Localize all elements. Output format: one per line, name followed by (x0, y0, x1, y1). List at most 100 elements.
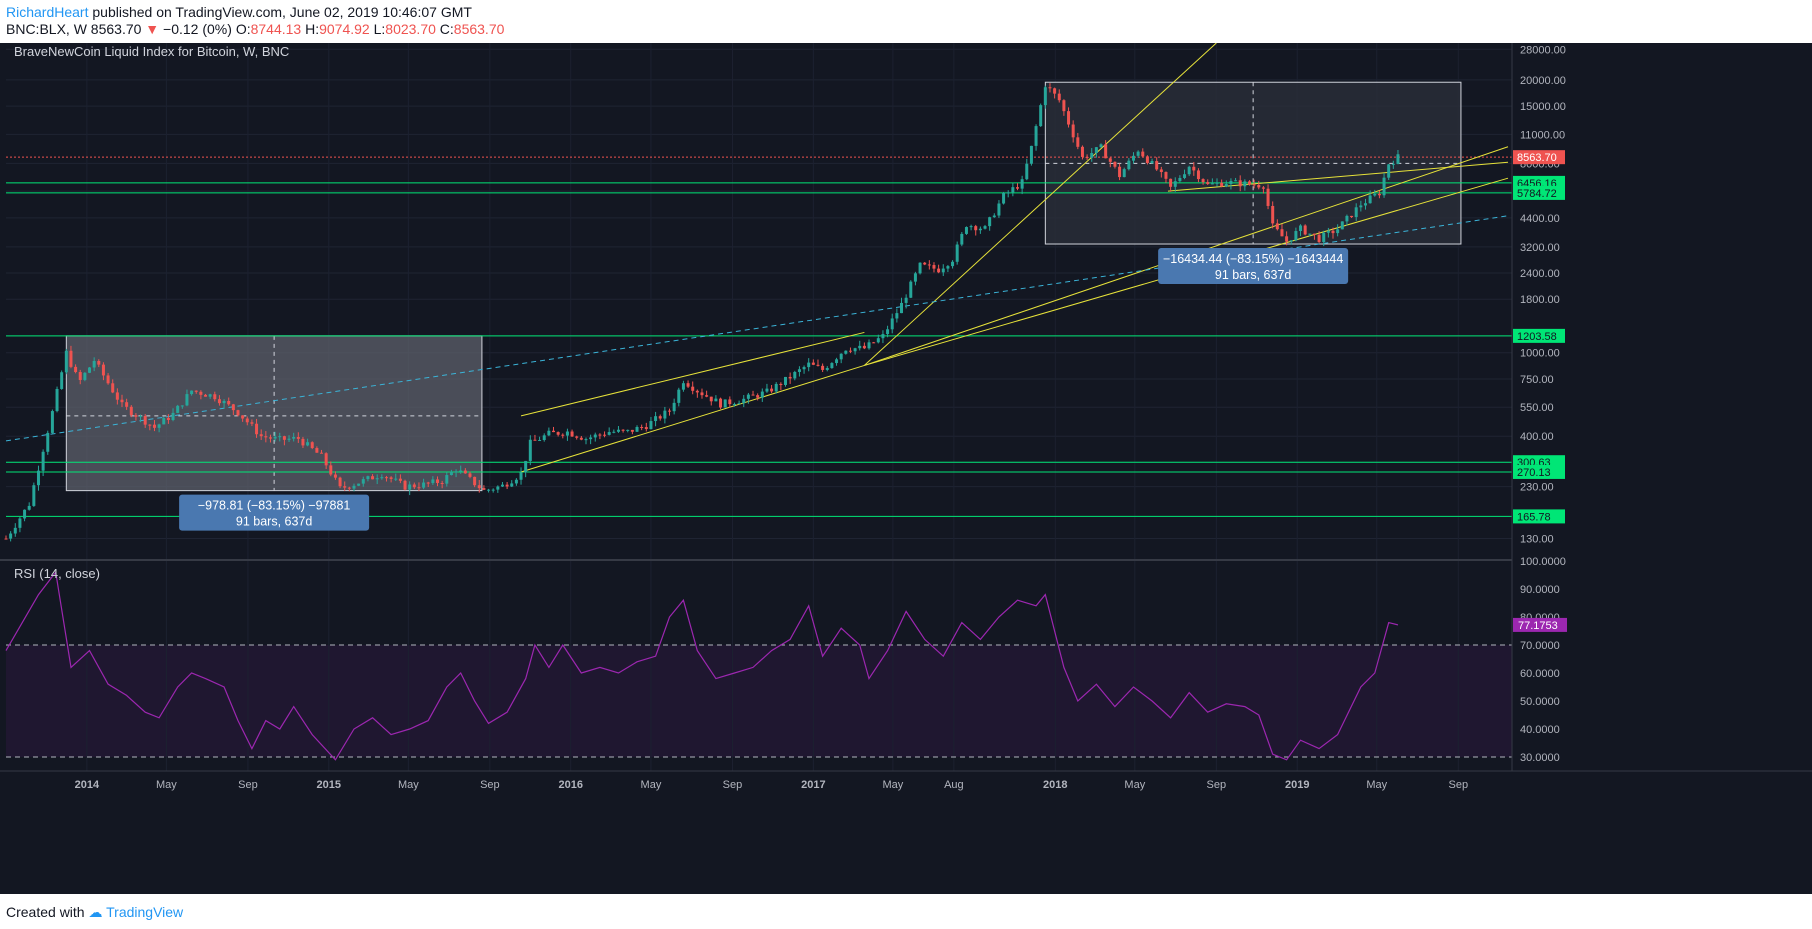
candle-body-81 (380, 477, 384, 479)
price-label-2: 5784.72 (1517, 188, 1557, 200)
measure-label-bars-1: 91 bars, 637d (1215, 268, 1291, 282)
candle-body-86 (403, 480, 407, 490)
candle-body-10 (50, 411, 54, 433)
close-label: C: (439, 21, 454, 37)
candle-body-74 (347, 487, 351, 489)
candle-body-152 (709, 396, 713, 402)
candle-body-113 (528, 439, 532, 461)
chart-header: RichardHeart published on TradingView.co… (0, 0, 1812, 43)
candle-body-170 (793, 371, 797, 379)
candle-body-172 (802, 367, 806, 370)
candle-body-131 (612, 431, 616, 433)
candle-body-188 (876, 338, 880, 343)
chart-canvas[interactable]: 130.00230.00300.00400.00550.00750.001000… (0, 43, 1812, 894)
candle-body-264 (1229, 180, 1233, 185)
open-label: O: (235, 21, 251, 37)
candle-body-292 (1359, 205, 1363, 208)
candle-body-41 (194, 390, 198, 392)
candle-body-187 (872, 342, 876, 344)
candle-body-295 (1373, 193, 1377, 196)
candle-body-62 (292, 436, 296, 439)
rsi-tick-7: 100.0000 (1520, 556, 1566, 568)
price-tick-5: 750.00 (1520, 374, 1554, 386)
candle-body-142 (663, 410, 667, 419)
candle-body-83 (389, 477, 393, 479)
candle-body-179 (835, 359, 839, 364)
candle-body-59 (278, 436, 282, 438)
candle-body-1 (9, 533, 13, 539)
candle-body-56 (264, 436, 268, 438)
candle-body-240 (1118, 166, 1122, 178)
candle-body-171 (797, 369, 801, 372)
candle-body-89 (417, 487, 421, 489)
candle-body-11 (55, 388, 59, 412)
candle-body-108 (505, 484, 509, 487)
measure-boxes (65, 81, 1462, 492)
candle-body-112 (524, 460, 528, 473)
candle-body-200 (932, 265, 936, 269)
candle-body-9 (46, 432, 50, 452)
chart-area[interactable]: 130.00230.00300.00400.00550.00750.001000… (0, 43, 1812, 894)
publish-line: RichardHeart published on TradingView.co… (6, 4, 472, 20)
candle-body-159 (742, 398, 746, 404)
candle-body-117 (547, 430, 551, 436)
rsi-tick-6: 90.0000 (1520, 584, 1560, 596)
tradingview-brand[interactable]: TradingView (106, 904, 184, 920)
candle-body-196 (913, 273, 917, 282)
candle-body-249 (1159, 169, 1163, 173)
candle-body-53 (250, 422, 254, 424)
candle-body-36 (171, 412, 175, 420)
candle-body-147 (686, 383, 690, 387)
price-axis[interactable]: 130.00230.00300.00400.00550.00750.001000… (1511, 43, 1812, 771)
candle-body-163 (760, 391, 764, 398)
rsi-tick-2: 50.0000 (1520, 696, 1560, 708)
created-with-text: Created with (6, 904, 85, 920)
candle-body-136 (635, 426, 639, 432)
tradingview-logo-icon[interactable]: ☁ (88, 904, 103, 920)
candle-body-34 (162, 417, 166, 425)
candle-body-206 (960, 233, 964, 245)
candle-body-267 (1243, 181, 1247, 187)
candle-body-289 (1345, 215, 1349, 222)
candle-body-191 (890, 318, 894, 330)
candle-body-261 (1215, 182, 1219, 184)
candle-body-271 (1261, 187, 1265, 189)
candle-body-137 (640, 426, 644, 428)
candle-body-12 (60, 372, 64, 389)
price-label-bg-2 (1513, 185, 1565, 200)
candle-body-38 (180, 405, 184, 407)
price-label-0: 8563.70 (1517, 152, 1557, 164)
time-axis[interactable]: 2014 May Sep 2015 May Sep 2016 May Sep 2017 May Aug… (0, 770, 1812, 791)
author-link[interactable]: RichardHeart (6, 4, 89, 20)
candle-body-70 (329, 465, 333, 475)
candle-body-150 (700, 392, 704, 396)
candle-body-144 (672, 402, 676, 412)
candle-body-61 (287, 438, 291, 440)
candle-body-226 (1053, 88, 1057, 94)
candle-body-27 (129, 406, 133, 416)
candle-body-87 (408, 484, 412, 490)
candle-body-239 (1113, 161, 1117, 167)
candle-body-90 (422, 482, 426, 488)
candle-body-25 (120, 399, 124, 403)
candle-body-95 (445, 475, 449, 484)
candle-body-233 (1085, 156, 1089, 158)
measure-label-change-0: −978.81 (−83.15%) −97881 (198, 499, 351, 513)
candle-body-198 (923, 262, 927, 265)
candle-body-66 (310, 442, 314, 449)
time-tick-6: 2016 (558, 779, 582, 791)
rsi-title: RSI (14, close) (14, 566, 100, 581)
candle-body-225 (1048, 87, 1052, 89)
candle-body-286 (1331, 230, 1335, 234)
candle-body-177 (825, 368, 829, 370)
candle-body-109 (510, 483, 514, 487)
candle-body-82 (384, 477, 388, 479)
candle-body-278 (1294, 231, 1298, 241)
candle-body-65 (306, 442, 310, 446)
time-tick-14: Sep (1207, 779, 1227, 791)
candle-body-72 (338, 477, 342, 487)
rsi-current-bg (1513, 617, 1567, 632)
candle-body-213 (992, 215, 996, 218)
candle-body-282 (1312, 233, 1316, 235)
candle-body-18 (88, 367, 92, 373)
